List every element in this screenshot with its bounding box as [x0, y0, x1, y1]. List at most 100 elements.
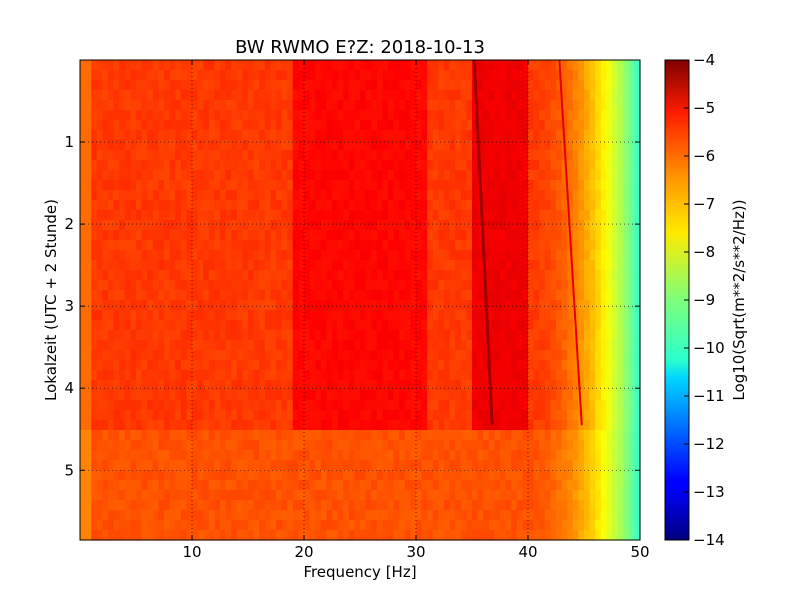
- heatmap-cell: [399, 200, 406, 211]
- heatmap-cell: [214, 370, 221, 381]
- heatmap-cell: [393, 300, 400, 311]
- heatmap-cell: [337, 370, 344, 381]
- heatmap-cell: [444, 170, 451, 181]
- heatmap-cell: [488, 440, 495, 451]
- heatmap-cell: [376, 490, 383, 501]
- heatmap-cell: [556, 100, 563, 111]
- heatmap-cell: [589, 370, 596, 381]
- heatmap-cell: [158, 250, 165, 261]
- heatmap-cell: [505, 210, 512, 221]
- heatmap-cell: [287, 250, 294, 261]
- heatmap-cell: [197, 80, 204, 91]
- heatmap-cell: [354, 70, 361, 81]
- heatmap-cell: [292, 130, 299, 141]
- heatmap-cell: [180, 160, 187, 171]
- heatmap-cell: [248, 380, 255, 391]
- heatmap-cell: [393, 240, 400, 251]
- heatmap-cell: [483, 140, 490, 151]
- heatmap-cell: [466, 440, 473, 451]
- heatmap-cell: [382, 480, 389, 491]
- heatmap-cell: [528, 300, 535, 311]
- heatmap-cell: [488, 70, 495, 81]
- heatmap-cell: [477, 370, 484, 381]
- heatmap-cell: [108, 220, 115, 231]
- heatmap-cell: [332, 150, 339, 161]
- heatmap-cell: [516, 290, 523, 301]
- heatmap-cell: [432, 220, 439, 231]
- heatmap-cell: [141, 240, 148, 251]
- heatmap-cell: [119, 470, 126, 481]
- heatmap-cell: [225, 190, 232, 201]
- heatmap-cell: [108, 460, 115, 471]
- heatmap-cell: [449, 410, 456, 421]
- heatmap-cell: [270, 200, 277, 211]
- heatmap-cell: [158, 270, 165, 281]
- heatmap-cell: [528, 230, 535, 241]
- heatmap-cell: [343, 130, 350, 141]
- heatmap-cell: [584, 230, 591, 241]
- heatmap-cell: [169, 70, 176, 81]
- heatmap-cell: [528, 280, 535, 291]
- heatmap-cell: [113, 320, 120, 331]
- heatmap-cell: [354, 410, 361, 421]
- heatmap-cell: [102, 470, 109, 481]
- heatmap-cell: [147, 90, 154, 101]
- heatmap-cell: [421, 220, 428, 231]
- heatmap-cell: [180, 80, 187, 91]
- heatmap-cell: [528, 340, 535, 351]
- heatmap-cell: [214, 250, 221, 261]
- heatmap-cell: [276, 340, 283, 351]
- heatmap-cell: [494, 60, 501, 71]
- heatmap-cell: [108, 290, 115, 301]
- heatmap-cell: [438, 160, 445, 171]
- colorbar-tick-label: −9: [693, 291, 715, 309]
- heatmap-cell: [416, 110, 423, 121]
- heatmap-cell: [292, 120, 299, 131]
- heatmap-cell: [572, 60, 579, 71]
- heatmap-cell: [584, 500, 591, 511]
- heatmap-cell: [242, 180, 249, 191]
- heatmap-cell: [332, 410, 339, 421]
- heatmap-cell: [399, 160, 406, 171]
- heatmap-cell: [388, 460, 395, 471]
- colorbar-tick-label: −12: [693, 435, 725, 453]
- heatmap-cell: [186, 450, 193, 461]
- heatmap-cell: [102, 150, 109, 161]
- heatmap-cell: [589, 530, 596, 541]
- heatmap-cell: [180, 150, 187, 161]
- heatmap-cell: [410, 480, 417, 491]
- heatmap-cell: [449, 500, 456, 511]
- heatmap-cell: [556, 470, 563, 481]
- heatmap-cell: [623, 130, 630, 141]
- heatmap-cell: [281, 90, 288, 101]
- heatmap-cell: [410, 450, 417, 461]
- heatmap-cell: [416, 520, 423, 531]
- heatmap-cell: [477, 460, 484, 471]
- heatmap-cell: [550, 350, 557, 361]
- heatmap-cell: [192, 470, 199, 481]
- heatmap-cell: [500, 120, 507, 131]
- heatmap-cell: [494, 430, 501, 441]
- heatmap-cell: [180, 60, 187, 71]
- heatmap-cell: [444, 100, 451, 111]
- heatmap-cell: [634, 100, 641, 111]
- heatmap-cell: [152, 90, 159, 101]
- heatmap-cell: [180, 190, 187, 201]
- heatmap-cell: [371, 220, 378, 231]
- heatmap-cell: [130, 280, 137, 291]
- heatmap-cell: [382, 370, 389, 381]
- heatmap-cell: [567, 480, 574, 491]
- heatmap-cell: [354, 210, 361, 221]
- heatmap-cell: [550, 70, 557, 81]
- heatmap-cell: [169, 270, 176, 281]
- heatmap-cell: [225, 270, 232, 281]
- heatmap-cell: [360, 330, 367, 341]
- heatmap-cell: [567, 360, 574, 371]
- heatmap-cell: [399, 180, 406, 191]
- heatmap-cell: [606, 130, 613, 141]
- heatmap-cell: [376, 140, 383, 151]
- heatmap-cell: [410, 70, 417, 81]
- heatmap-cell: [477, 330, 484, 341]
- heatmap-cell: [511, 360, 518, 371]
- heatmap-cell: [600, 360, 607, 371]
